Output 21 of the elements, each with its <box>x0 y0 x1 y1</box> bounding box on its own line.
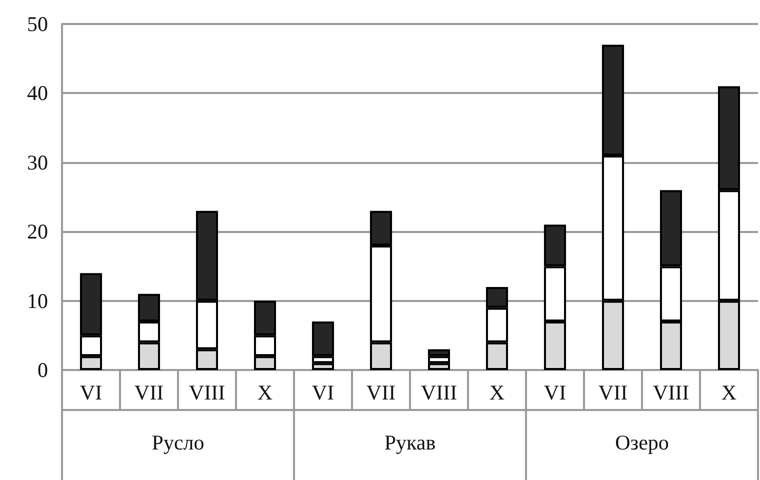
x-tick-label: VI <box>80 380 102 404</box>
text: Озеро <box>615 430 669 454</box>
x-tick-label: VIII <box>652 380 690 404</box>
text: Русло <box>152 430 204 454</box>
y-tick-label: 40 <box>27 81 48 106</box>
x-tick-label: VIII <box>420 380 458 404</box>
x-tick-label: VII <box>134 380 164 404</box>
text: Рукав <box>384 430 436 454</box>
x-tick-label: VII <box>366 380 396 404</box>
x-tick-label: VIII <box>188 380 226 404</box>
x-tick-label: VI <box>544 380 566 404</box>
x-tick-label: X <box>257 380 273 404</box>
y-tick-label: 30 <box>27 150 48 174</box>
x-tick-label: VII <box>598 380 628 404</box>
y-tick-label: 20 <box>27 220 48 244</box>
y-tick-label: 10 <box>27 288 48 313</box>
x-tick-label: VI <box>312 380 334 404</box>
x-tick-label: X <box>721 380 737 404</box>
x-tick-label: X <box>489 380 505 404</box>
y-tick-label: 50 <box>27 12 48 36</box>
y-tick-label: 0 <box>38 358 48 382</box>
